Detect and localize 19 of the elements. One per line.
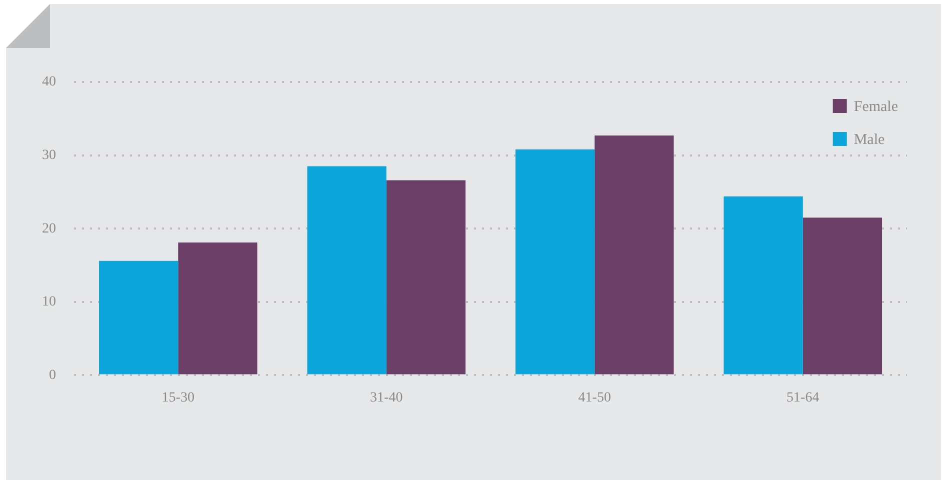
y-tick-label: 0 bbox=[49, 368, 56, 383]
bar bbox=[594, 136, 674, 374]
x-tick-label: 31-40 bbox=[370, 390, 403, 406]
bar bbox=[98, 260, 178, 374]
bar bbox=[515, 149, 595, 374]
y-tick-label: 40 bbox=[42, 74, 56, 90]
bar bbox=[724, 196, 803, 374]
x-tick-label: 15-30 bbox=[162, 390, 194, 406]
x-tick-label: 51-64 bbox=[786, 390, 820, 406]
bar bbox=[307, 166, 386, 374]
legend-label: Female bbox=[854, 98, 898, 115]
y-tick-label: 20 bbox=[42, 221, 56, 236]
bar bbox=[802, 218, 882, 374]
x-tick-label: 41-50 bbox=[578, 390, 611, 406]
bar bbox=[178, 242, 258, 374]
legend-label: Male bbox=[854, 132, 886, 148]
bar bbox=[386, 180, 466, 374]
y-tick-label: 10 bbox=[42, 294, 56, 310]
y-tick-label: 30 bbox=[42, 148, 56, 163]
